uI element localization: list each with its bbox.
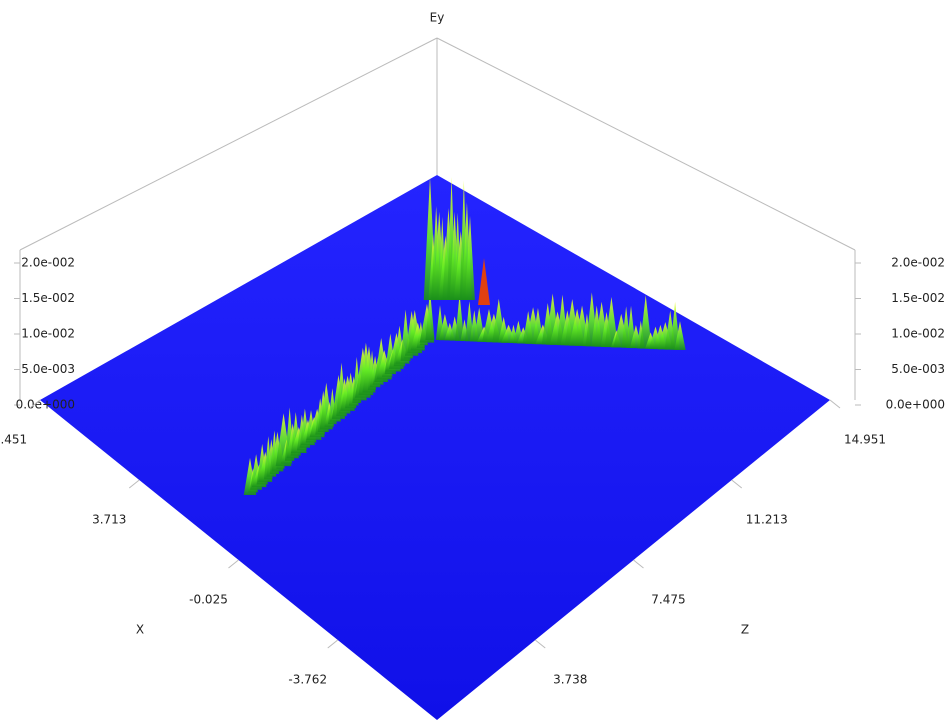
z-tick-label: 7.475: [651, 593, 685, 607]
y-tick-label: 1.0e-002: [891, 327, 945, 341]
y-tick-label: 1.5e-002: [891, 291, 945, 305]
x-axis-label: X: [136, 623, 144, 637]
axis-line: [19, 37, 438, 251]
y-tick-label: 0.0e+000: [16, 398, 75, 412]
y-tick-label: 5.0e-003: [891, 362, 945, 376]
z-tick-label: 3.738: [553, 672, 587, 686]
surface-peak: [604, 296, 619, 348]
x-tick-label: 7.451: [0, 433, 27, 447]
y-tick-label: 2.0e-002: [891, 256, 945, 270]
z-tick: [534, 639, 546, 649]
surface-peak: [478, 258, 490, 305]
y-tick-label: 5.0e-003: [21, 362, 75, 376]
chart-title: Ey: [430, 11, 445, 25]
surface-peaks: [243, 176, 686, 495]
y-tick-label: 1.5e-002: [21, 291, 75, 305]
z-tick: [731, 479, 743, 489]
x-tick-label: 3.713: [92, 513, 126, 527]
z-axis-label: Z: [741, 623, 749, 637]
z-tick: [829, 399, 841, 409]
x-tick-label: -0.025: [189, 593, 228, 607]
y-tick-label: 2.0e-002: [21, 256, 75, 270]
surface-peak: [455, 294, 465, 341]
surface-peak: [674, 321, 686, 350]
x-tick: [29, 399, 41, 409]
z-tick: [633, 559, 644, 569]
x-tick: [327, 639, 339, 649]
x-tick: [228, 559, 239, 569]
y-tick-label: 1.0e-002: [21, 327, 75, 341]
y-tick-label: 0.0e+000: [886, 398, 945, 412]
x-tick-label: -3.762: [288, 672, 327, 686]
surface-peak: [465, 215, 475, 300]
z-tick-label: 11.213: [746, 513, 788, 527]
surface-plane: [40, 175, 830, 720]
surface-peak: [639, 295, 652, 349]
x-tick: [128, 479, 140, 489]
z-tick-label: 14.951: [844, 433, 886, 447]
surface-peak: [425, 290, 435, 340]
axis-line: [436, 37, 856, 251]
